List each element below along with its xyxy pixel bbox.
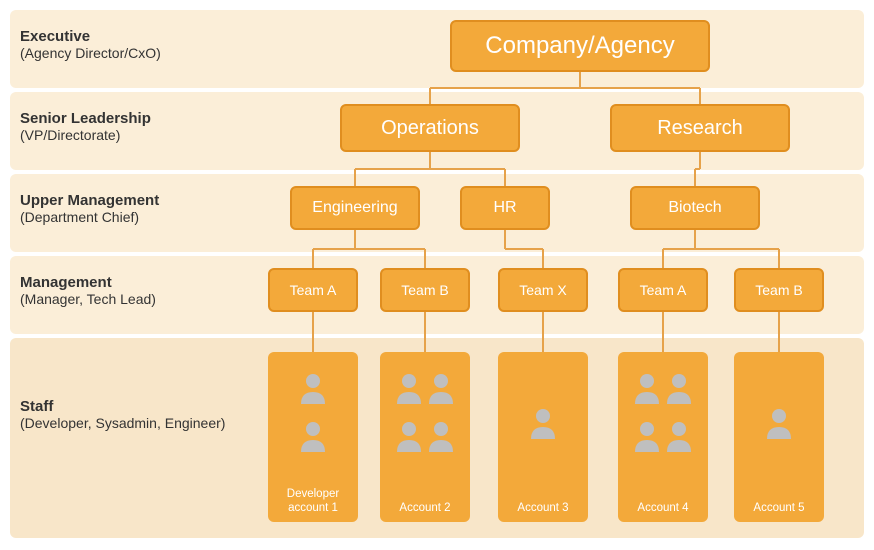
person-icon bbox=[633, 372, 661, 404]
node-company: Company/Agency bbox=[450, 20, 710, 72]
row-subtitle: (Developer, Sysadmin, Engineer) bbox=[20, 415, 225, 431]
person-icon bbox=[765, 407, 793, 439]
row-title: Staff bbox=[20, 398, 225, 415]
person-icon bbox=[395, 372, 423, 404]
row-title: Senior Leadership bbox=[20, 110, 151, 127]
staff-box-acc5: Account 5 bbox=[734, 352, 824, 522]
row-title: Upper Management bbox=[20, 192, 159, 209]
node-operations: Operations bbox=[340, 104, 520, 152]
row-label-executive: Executive(Agency Director/CxO) bbox=[20, 28, 161, 61]
row-subtitle: (Manager, Tech Lead) bbox=[20, 291, 156, 307]
staff-box-acc2: Account 2 bbox=[380, 352, 470, 522]
node-hr: HR bbox=[460, 186, 550, 230]
staff-label: Account 2 bbox=[380, 502, 470, 516]
node-biotech: Biotech bbox=[630, 186, 760, 230]
node-research: Research bbox=[610, 104, 790, 152]
staff-label: Account 4 bbox=[618, 502, 708, 516]
person-icon bbox=[427, 372, 455, 404]
person-icon bbox=[427, 420, 455, 452]
row-subtitle: (VP/Directorate) bbox=[20, 127, 151, 143]
org-chart-diagram: Executive(Agency Director/CxO) Senior Lea… bbox=[0, 0, 874, 550]
row-label-senior: Senior Leadership(VP/Directorate) bbox=[20, 110, 151, 143]
node-teamA2: Team A bbox=[618, 268, 708, 312]
staff-label: Account 3 bbox=[498, 502, 588, 516]
person-icon bbox=[299, 420, 327, 452]
staff-box-acc1: Developer account 1 bbox=[268, 352, 358, 522]
node-engineering: Engineering bbox=[290, 186, 420, 230]
person-icon bbox=[299, 372, 327, 404]
row-subtitle: (Department Chief) bbox=[20, 209, 159, 225]
person-icon bbox=[633, 420, 661, 452]
node-teamB2: Team B bbox=[734, 268, 824, 312]
node-teamA1: Team A bbox=[268, 268, 358, 312]
node-teamB1: Team B bbox=[380, 268, 470, 312]
staff-label: Account 5 bbox=[734, 502, 824, 516]
person-icon bbox=[665, 372, 693, 404]
person-icon bbox=[395, 420, 423, 452]
staff-label: Developer account 1 bbox=[268, 488, 358, 516]
row-title: Executive bbox=[20, 28, 161, 45]
person-icon bbox=[665, 420, 693, 452]
staff-box-acc4: Account 4 bbox=[618, 352, 708, 522]
row-title: Management bbox=[20, 274, 156, 291]
person-icon bbox=[529, 407, 557, 439]
row-label-upper: Upper Management(Department Chief) bbox=[20, 192, 159, 225]
staff-box-acc3: Account 3 bbox=[498, 352, 588, 522]
node-teamX: Team X bbox=[498, 268, 588, 312]
row-label-staff: Staff(Developer, Sysadmin, Engineer) bbox=[20, 398, 225, 431]
row-label-mgmt: Management(Manager, Tech Lead) bbox=[20, 274, 156, 307]
row-subtitle: (Agency Director/CxO) bbox=[20, 45, 161, 61]
